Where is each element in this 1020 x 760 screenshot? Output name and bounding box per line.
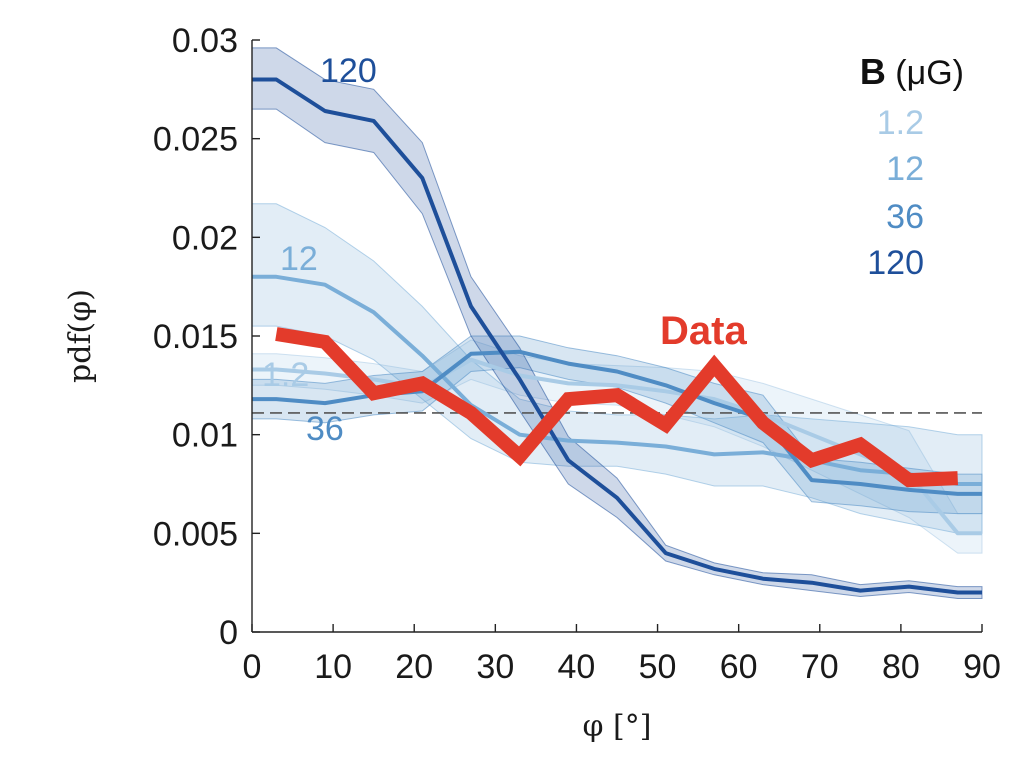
- legend-title-unit: (μG): [886, 54, 964, 92]
- y-tick-label: 0.01: [172, 417, 238, 455]
- confidence-bands: [251, 47, 983, 599]
- x-tick-label: 20: [395, 648, 433, 686]
- series-line-120: [252, 77, 982, 595]
- legend-entry-12: 12: [886, 150, 924, 188]
- x-tick-label: 40: [558, 648, 596, 686]
- series-lines: [252, 77, 982, 595]
- series-label-12: 12: [280, 240, 318, 278]
- series-line-12: [252, 274, 982, 486]
- x-tick-label: 0: [243, 648, 262, 686]
- y-tick-label: 0.005: [153, 515, 238, 553]
- y-tick-label: 0.025: [153, 121, 238, 159]
- x-tick-label: 30: [476, 648, 514, 686]
- x-tick-label: 80: [882, 648, 920, 686]
- legend-entry-36: 36: [886, 198, 924, 236]
- labels: 120 12 1.2 36 Data B (μG) 1.2 12 36 120: [262, 51, 964, 448]
- legend-entry-1_2: 1.2: [877, 104, 924, 142]
- series-label-120: 120: [320, 52, 377, 90]
- series-label-1_2: 1.2: [262, 356, 309, 394]
- x-tick-label: 10: [314, 648, 352, 686]
- x-tick-label: 60: [720, 648, 758, 686]
- x-axis-label: φ [°]: [583, 709, 652, 744]
- y-tick-label: 0.03: [172, 22, 238, 60]
- band-120: [251, 47, 983, 599]
- x-tick-label: 70: [801, 648, 839, 686]
- y-tick-label: 0.02: [172, 219, 238, 257]
- axes: 0 10 20 30 40 50 60 70 80 90 0 0.005 0.01 0.015 0.02 0.…: [63, 22, 1001, 744]
- x-tick-label: 50: [639, 648, 677, 686]
- series-line-Data: [275, 327, 958, 488]
- y-axis-label: pdf(φ): [63, 289, 98, 383]
- series-line-36: [252, 349, 982, 496]
- series-label-36: 36: [306, 410, 344, 448]
- series-label-Data: Data: [660, 309, 747, 353]
- x-tick-label: 90: [963, 648, 1001, 686]
- y-tick-label: 0: [219, 614, 238, 652]
- y-tick-label: 0.015: [153, 318, 238, 356]
- legend-title: B (μG): [860, 51, 964, 92]
- legend-title-field: B: [860, 51, 886, 92]
- legend-entry-120: 120: [867, 244, 924, 282]
